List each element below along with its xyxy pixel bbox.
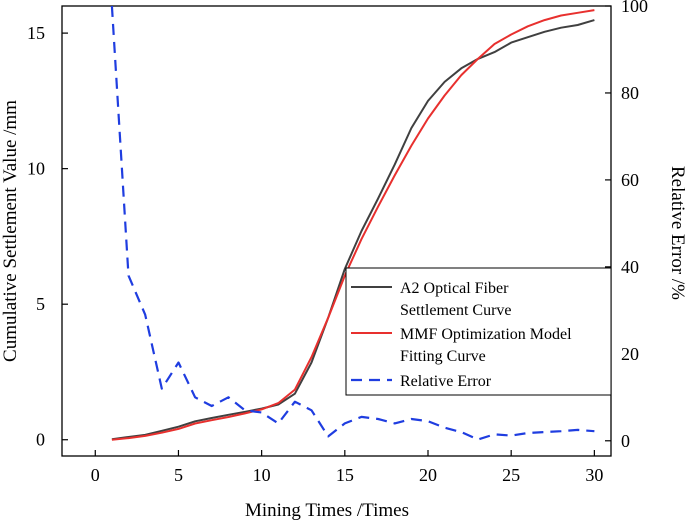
right-y-tick-label: 20 <box>621 344 639 364</box>
series-line-1 <box>111 19 595 441</box>
legend-label-1: A2 Optical Fiber <box>400 280 509 297</box>
series-layer <box>110 6 595 441</box>
legend-label-2: Fitting Curve <box>400 348 486 365</box>
x-tick-label: 0 <box>91 465 100 485</box>
left-y-axis-title: Cumulative Settlement Value /mm <box>0 100 21 362</box>
x-tick-label: 10 <box>253 465 271 485</box>
x-axis-ticks: 0 5 10 15 20 25 30 <box>91 450 603 485</box>
x-tick-label: 5 <box>174 465 183 485</box>
right-y-tick-label: 0 <box>621 431 630 451</box>
right-y-tick-label: 100 <box>621 0 648 16</box>
series-line-3 <box>110 6 595 441</box>
legend: A2 Optical Fiber Settlement Curve MMF Opti… <box>345 267 612 396</box>
legend-label-1: Settlement Curve <box>400 302 512 319</box>
legend-box <box>345 267 612 396</box>
legend-label-2: MMF Optimization Model <box>400 326 572 343</box>
left-y-tick-label: 15 <box>27 23 45 43</box>
x-tick-label: 20 <box>419 465 437 485</box>
left-y-tick-label: 10 <box>27 159 45 179</box>
left-y-tick-label: 5 <box>36 294 45 314</box>
left-y-tick-label: 0 <box>36 430 45 450</box>
x-tick-label: 15 <box>336 465 354 485</box>
right-y-tick-label: 40 <box>621 257 639 277</box>
x-axis-title: Mining Times /Times <box>245 500 409 521</box>
right-y-axis-ticks: 0 20 40 60 80 100 <box>605 0 648 451</box>
right-y-tick-label: 80 <box>621 83 639 103</box>
legend-label-3: Relative Error <box>400 373 492 390</box>
series-line-2 <box>111 9 595 441</box>
x-tick-label: 30 <box>585 465 603 485</box>
right-y-tick-label: 60 <box>621 170 639 190</box>
left-y-axis-ticks: 0 5 10 15 <box>27 23 68 450</box>
x-tick-label: 25 <box>502 465 520 485</box>
plot-frame <box>61 5 612 457</box>
right-y-axis-title: Relative Error /% <box>667 166 685 300</box>
